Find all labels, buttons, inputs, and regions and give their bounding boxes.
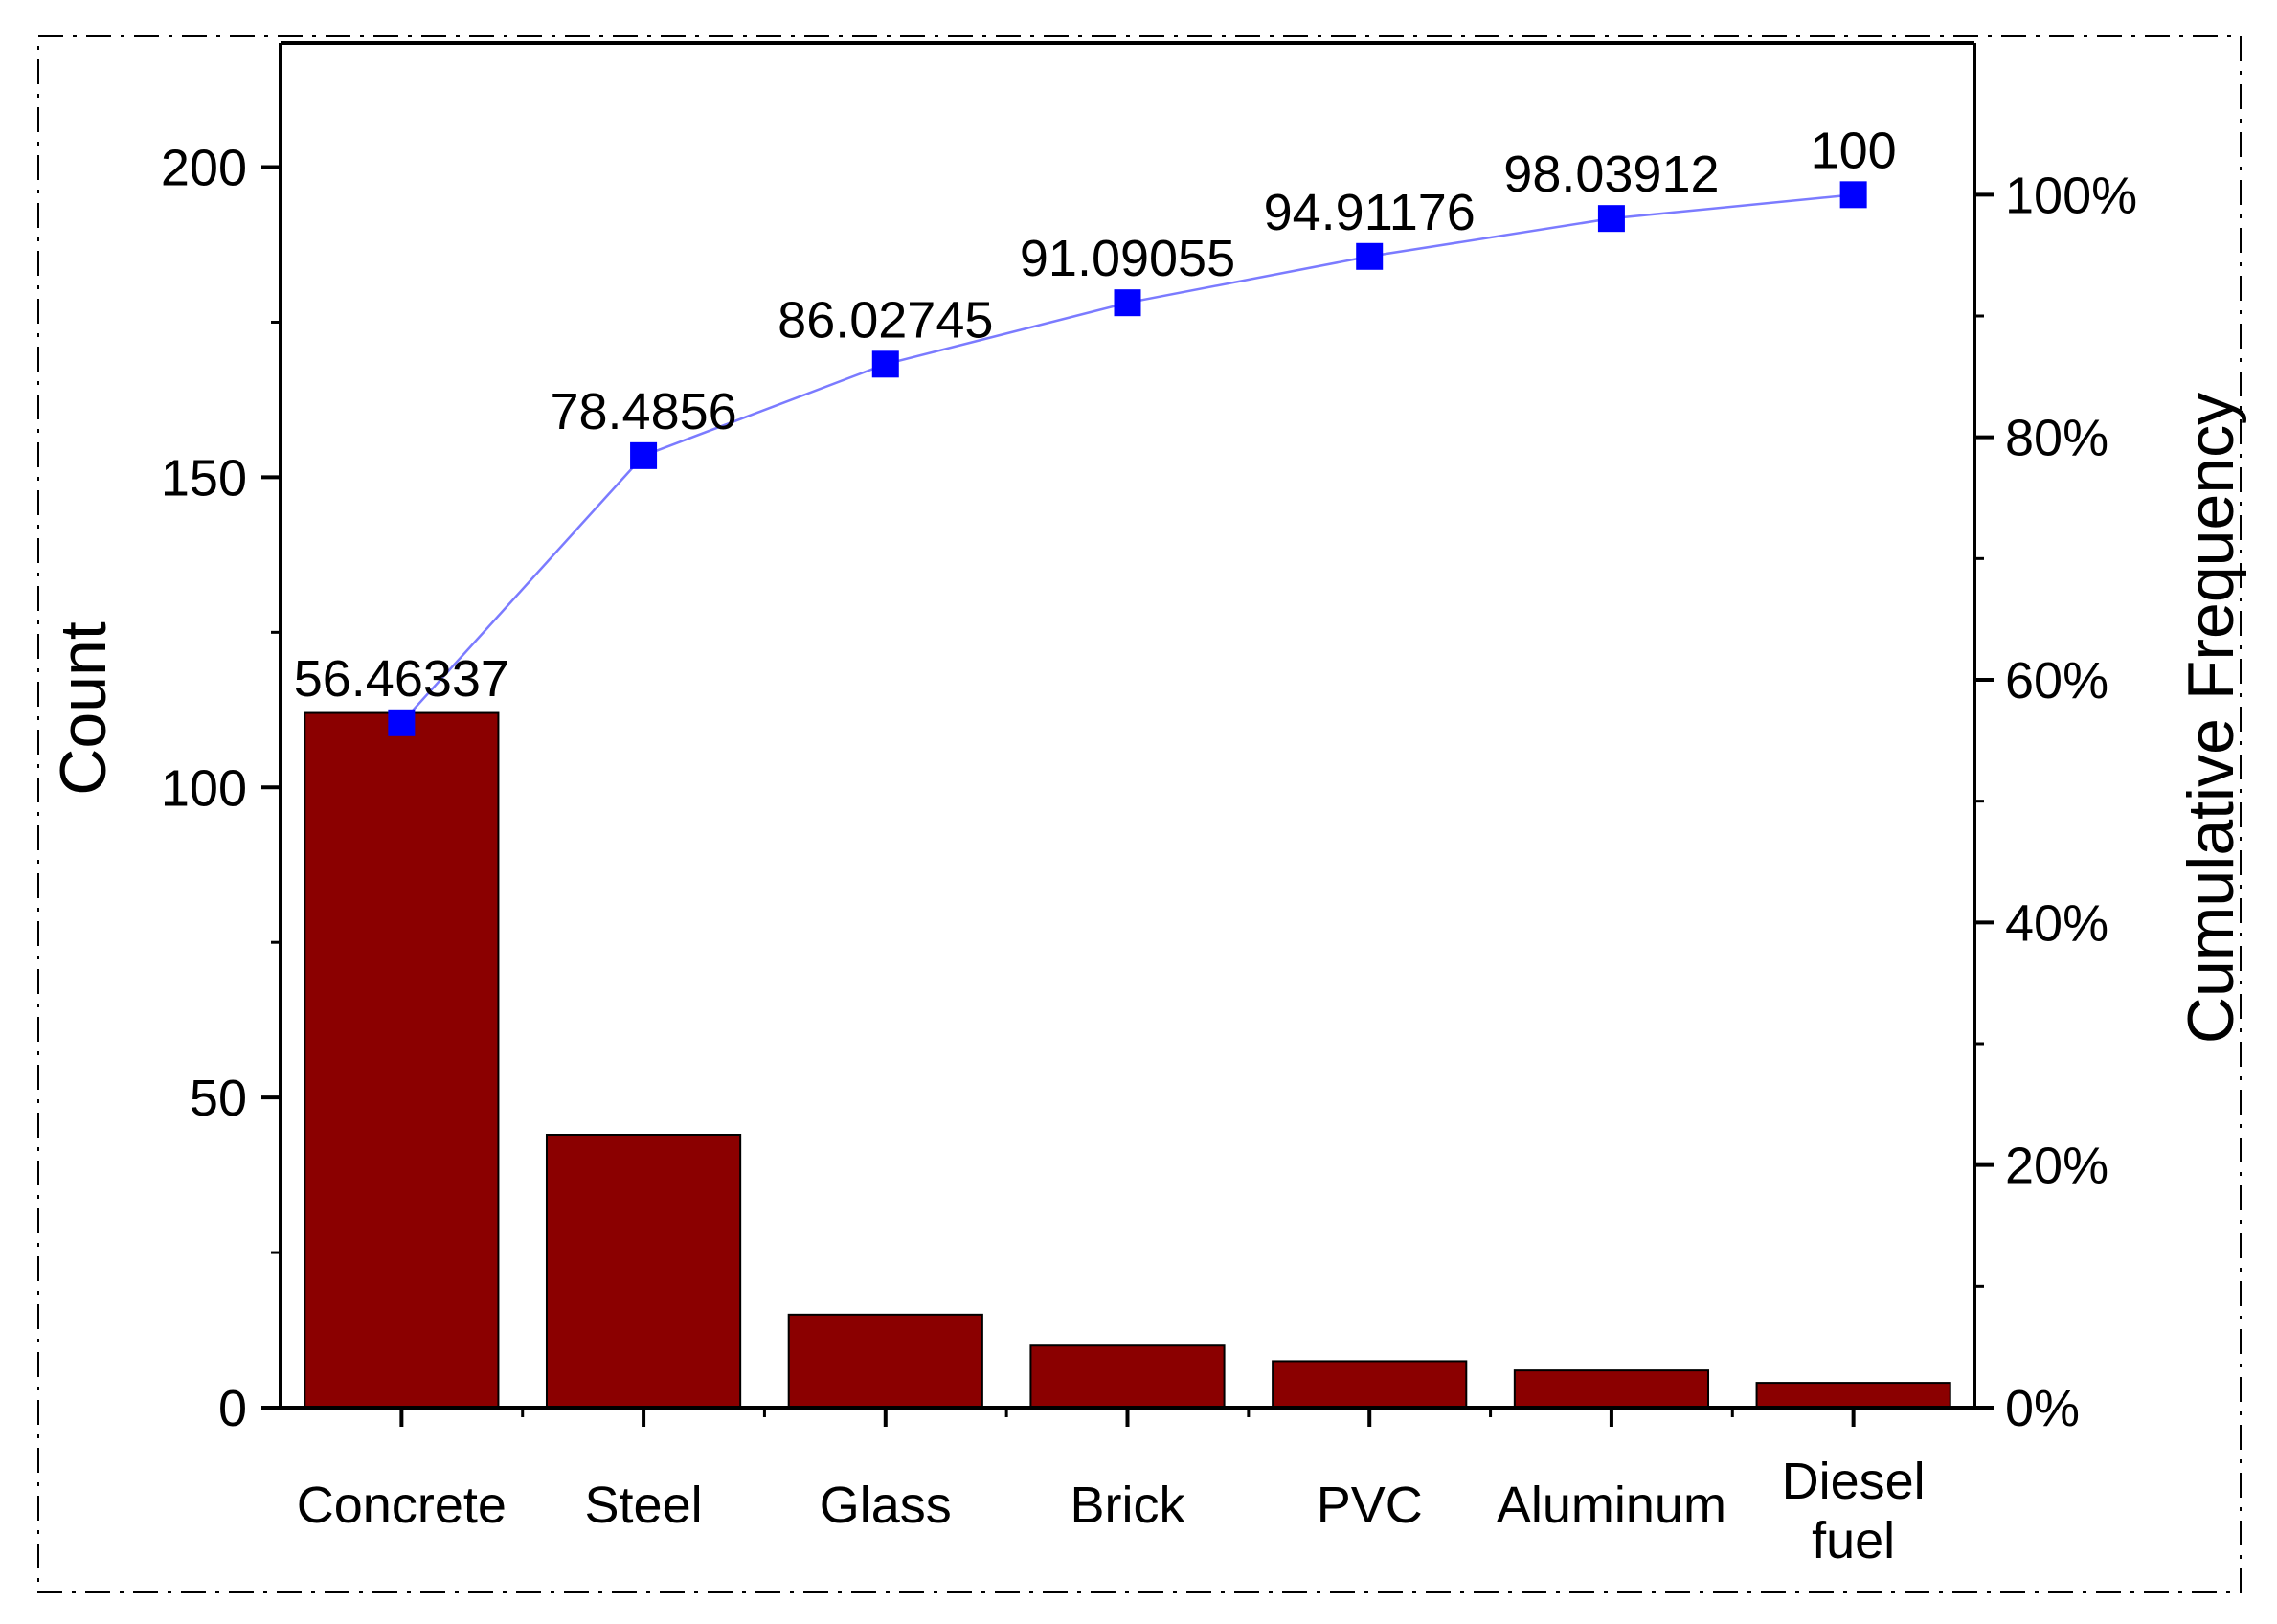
x-category-label: Concrete (297, 1477, 507, 1534)
data-label: 56.46337 (294, 650, 509, 708)
y-tick-label: 50 (190, 1070, 247, 1127)
bar (304, 711, 500, 1409)
data-label: 78.4856 (550, 383, 736, 440)
bar (1272, 1360, 1468, 1409)
cumulative-marker (1597, 205, 1625, 233)
x-category-label: Diesel (1782, 1453, 1926, 1510)
y-right-tick-label: 80% (2005, 410, 2108, 467)
y-tick-label: 150 (161, 449, 247, 507)
x-category-label: Glass (820, 1477, 952, 1534)
data-label: 94.91176 (1264, 184, 1476, 241)
y-axis-title: Count (47, 621, 120, 796)
y-right-tick-label: 20% (2005, 1138, 2108, 1195)
bar (787, 1313, 983, 1410)
x-category-label: Aluminum (1497, 1477, 1726, 1534)
cumulative-marker (871, 350, 899, 378)
bar (1755, 1382, 1951, 1410)
data-label: 86.02745 (778, 291, 993, 349)
axes-layer: 0 50 100 150 200 0% 20% 40% 60% 80% 100% Concrete St… (161, 41, 2137, 1569)
cumulative-marker (1356, 242, 1384, 270)
cumulative-line-layer: 56.46337 78.4856 86.02745 91.09055 94.91176 9… (294, 122, 1897, 736)
y-right-tick-label: 40% (2005, 894, 2108, 952)
x-category-label: PVC (1317, 1477, 1423, 1534)
cumulative-marker (388, 709, 416, 736)
y-tick-label: 200 (161, 140, 247, 197)
x-category-label: fuel (1812, 1512, 1895, 1569)
y-right-tick-label: 60% (2005, 652, 2108, 710)
y-tick-label: 0 (218, 1380, 247, 1437)
bar (1513, 1369, 1710, 1409)
bars-layer (304, 711, 1951, 1410)
y-axis-right-title: Cumulative Frequency (2175, 393, 2247, 1044)
cumulative-marker (630, 441, 658, 469)
cumulative-marker (1839, 181, 1867, 209)
x-category-label: Brick (1071, 1477, 1186, 1534)
bar (1029, 1344, 1226, 1410)
data-label: 98.03912 (1503, 146, 1719, 203)
bar (545, 1134, 742, 1409)
y-tick-label: 100 (161, 759, 247, 817)
outer-dashed-border (37, 35, 2242, 1593)
cumulative-marker (1114, 289, 1141, 317)
y-right-tick-label: 100% (2005, 167, 2137, 224)
y-right-tick-label: 0% (2005, 1380, 2080, 1437)
x-category-label: Steel (585, 1477, 703, 1534)
data-label: 100 (1811, 122, 1897, 179)
data-label: 91.09055 (1020, 230, 1235, 287)
